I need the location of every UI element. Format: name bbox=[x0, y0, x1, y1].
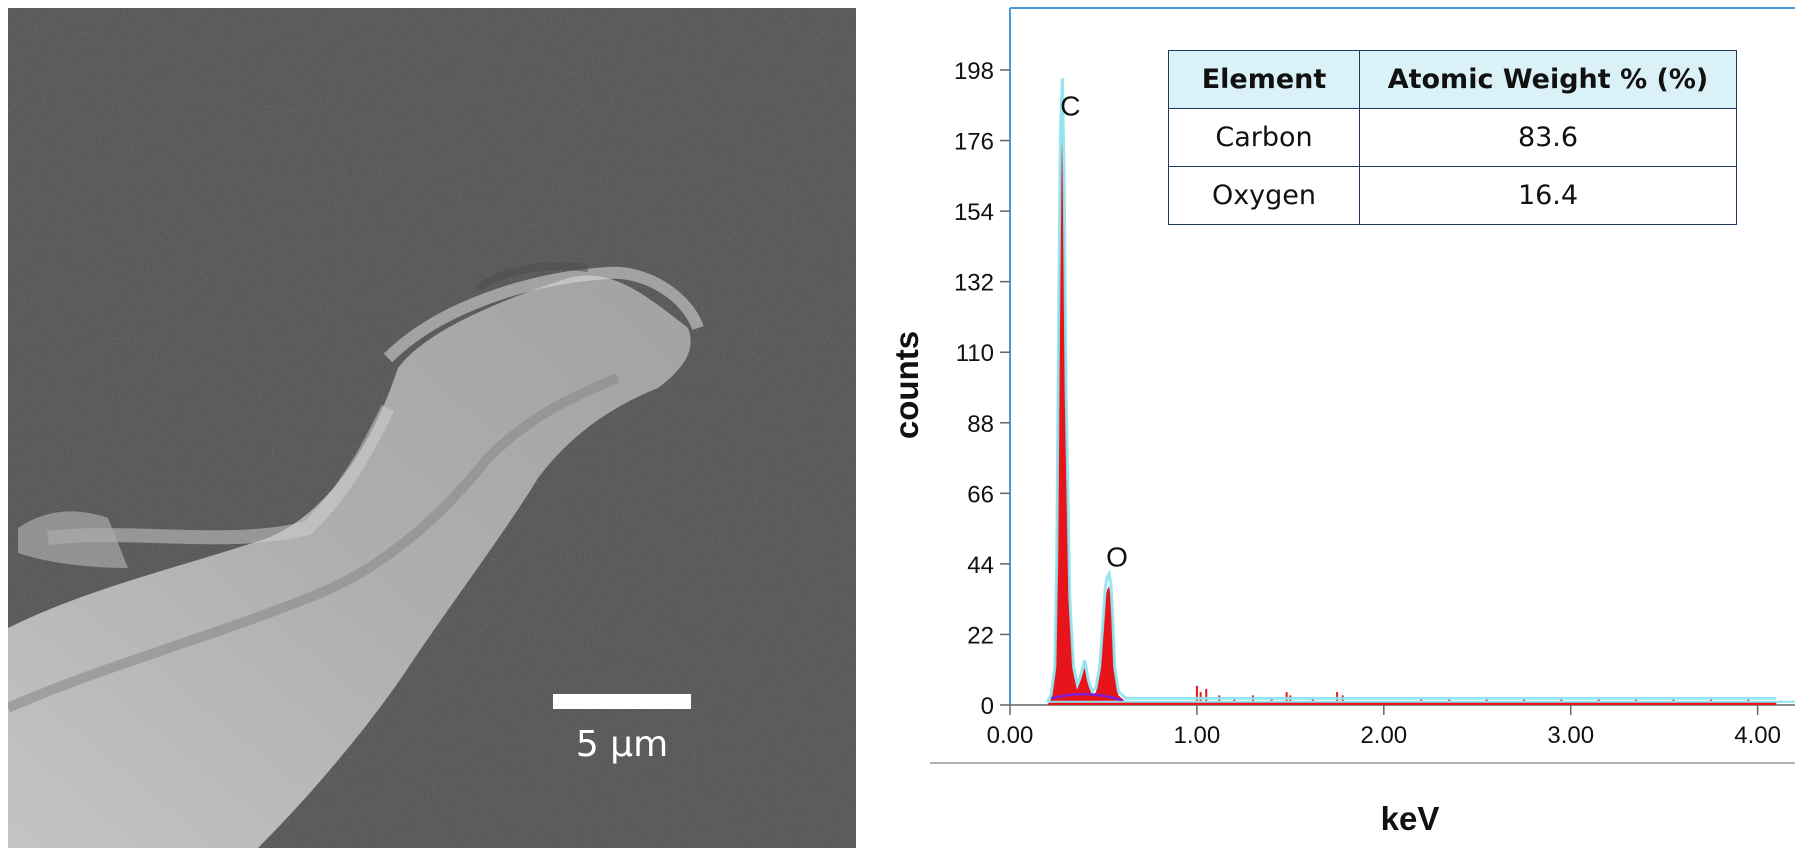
composition-table: Element Atomic Weight % (%) Carbon 83.6 … bbox=[1168, 50, 1737, 225]
background-fit-line bbox=[1050, 692, 1123, 702]
peak-label: C bbox=[1060, 91, 1080, 122]
y-tick-label: 154 bbox=[954, 199, 994, 226]
y-axis-label: counts bbox=[888, 331, 925, 439]
x-tick-label: 2.00 bbox=[1360, 722, 1407, 749]
y-tick-label: 22 bbox=[967, 622, 994, 649]
sem-fiber-image bbox=[8, 8, 856, 848]
y-tick-label: 66 bbox=[967, 481, 994, 508]
y-tick-label: 198 bbox=[954, 58, 994, 85]
scale-bar-label: 5 µm bbox=[575, 724, 669, 765]
y-tick-label: 0 bbox=[981, 693, 994, 720]
table-row: Carbon 83.6 bbox=[1168, 108, 1737, 167]
x-tick-label: 0.00 bbox=[987, 722, 1034, 749]
table-cell-element: Oxygen bbox=[1168, 166, 1360, 225]
sem-micrograph: 5 µm bbox=[8, 8, 856, 848]
table-cell-value: 83.6 bbox=[1359, 108, 1737, 167]
x-tick-label: 1.00 bbox=[1174, 722, 1221, 749]
y-tick-label: 110 bbox=[956, 340, 994, 367]
table-header-element: Element bbox=[1168, 50, 1360, 109]
table-header-atomic-weight: Atomic Weight % (%) bbox=[1359, 50, 1737, 109]
table-header-row: Element Atomic Weight % (%) bbox=[1168, 50, 1737, 109]
x-tick-label: 4.00 bbox=[1734, 722, 1781, 749]
peak-label: O bbox=[1106, 541, 1128, 572]
x-tick-label: 3.00 bbox=[1547, 722, 1594, 749]
y-tick-label: 44 bbox=[967, 552, 994, 579]
scale-bar bbox=[553, 694, 691, 709]
table-cell-value: 16.4 bbox=[1359, 166, 1737, 225]
y-tick-label: 88 bbox=[967, 411, 994, 438]
y-tick-label: 176 bbox=[954, 129, 994, 156]
y-tick-label: 132 bbox=[954, 270, 994, 297]
x-axis-label: keV bbox=[1381, 800, 1440, 837]
table-row: Oxygen 16.4 bbox=[1168, 166, 1737, 225]
table-cell-element: Carbon bbox=[1168, 108, 1360, 167]
fit-envelope-line bbox=[1046, 78, 1777, 703]
